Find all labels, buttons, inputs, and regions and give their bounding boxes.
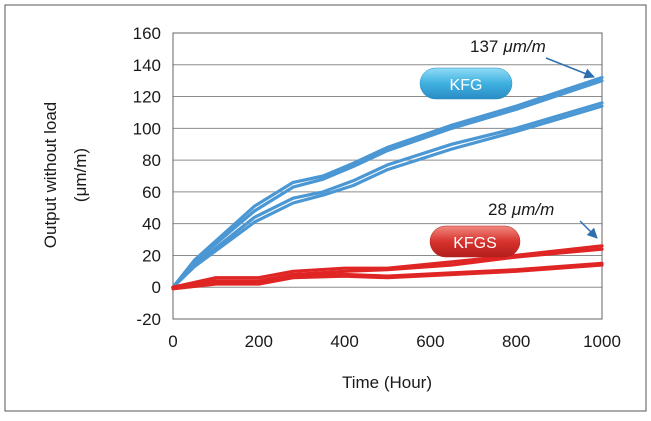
plot-area-frame xyxy=(172,32,603,320)
badge-kfgs xyxy=(429,225,521,258)
x-tick-label: 800 xyxy=(502,332,530,351)
series-line-kfg-2 xyxy=(171,79,604,289)
annotation-kfg-unit: μm/m xyxy=(502,37,545,56)
y-tick-label: 80 xyxy=(142,151,161,170)
x-tick-label: 600 xyxy=(416,332,444,351)
annotation-kfgs: 28 μm/m xyxy=(488,200,554,219)
badge-kfg-text: KFG xyxy=(450,77,483,94)
y-axis-title-line-2: (μm/m) xyxy=(71,148,90,202)
annotation-kfgs-value: 28 xyxy=(488,200,507,219)
badge-kfg xyxy=(419,67,513,100)
y-tick-label: 20 xyxy=(142,246,161,265)
y-tick-label: -20 xyxy=(136,310,161,329)
series-line-kfg-4 xyxy=(171,104,604,289)
y-tick-label: 120 xyxy=(133,88,161,107)
series-line-kfgs-8 xyxy=(171,263,604,291)
annotation-kfg: 137 μm/m xyxy=(470,37,546,56)
y-tick-labels: -20 0 20 40 60 80 100 120 140 160 xyxy=(133,24,161,329)
series-line-kfgs-5 xyxy=(171,244,604,289)
x-axis-title: Time (Hour) xyxy=(342,373,432,392)
series-line-kfg-1 xyxy=(171,75,604,289)
badge-kfgs-text: KFGS xyxy=(453,235,497,252)
y-tick-label: 140 xyxy=(133,56,161,75)
x-tick-label: 0 xyxy=(168,332,177,351)
series-label-kfg: KFG xyxy=(419,67,513,100)
x-tick-label: 1000 xyxy=(583,332,621,351)
y-tick-label: 40 xyxy=(142,215,161,234)
x-tick-label: 200 xyxy=(245,332,273,351)
x-tick-labels: 0 200 400 600 800 1000 xyxy=(168,332,621,351)
annotation-kfgs-arrow xyxy=(579,220,598,239)
annotation-kfgs-unit: μm/m xyxy=(511,200,554,219)
series-label-kfgs: KFGS xyxy=(429,225,521,258)
y-tick-label: 100 xyxy=(133,119,161,138)
x-tick-label: 400 xyxy=(330,332,358,351)
y-tick-label: 60 xyxy=(142,183,161,202)
y-tick-label: 0 xyxy=(152,278,161,297)
y-axis-title-line-1: Output without load xyxy=(41,102,60,248)
series-line-kfg-3 xyxy=(171,101,604,289)
series-layer xyxy=(171,75,604,291)
annotation-kfg-value: 137 xyxy=(470,37,498,56)
annotation-kfg-arrow xyxy=(545,57,595,79)
figure-frame xyxy=(4,4,647,412)
y-tick-label: 160 xyxy=(133,24,161,43)
y-axis-title: Output without load (μm/m) xyxy=(41,102,90,248)
